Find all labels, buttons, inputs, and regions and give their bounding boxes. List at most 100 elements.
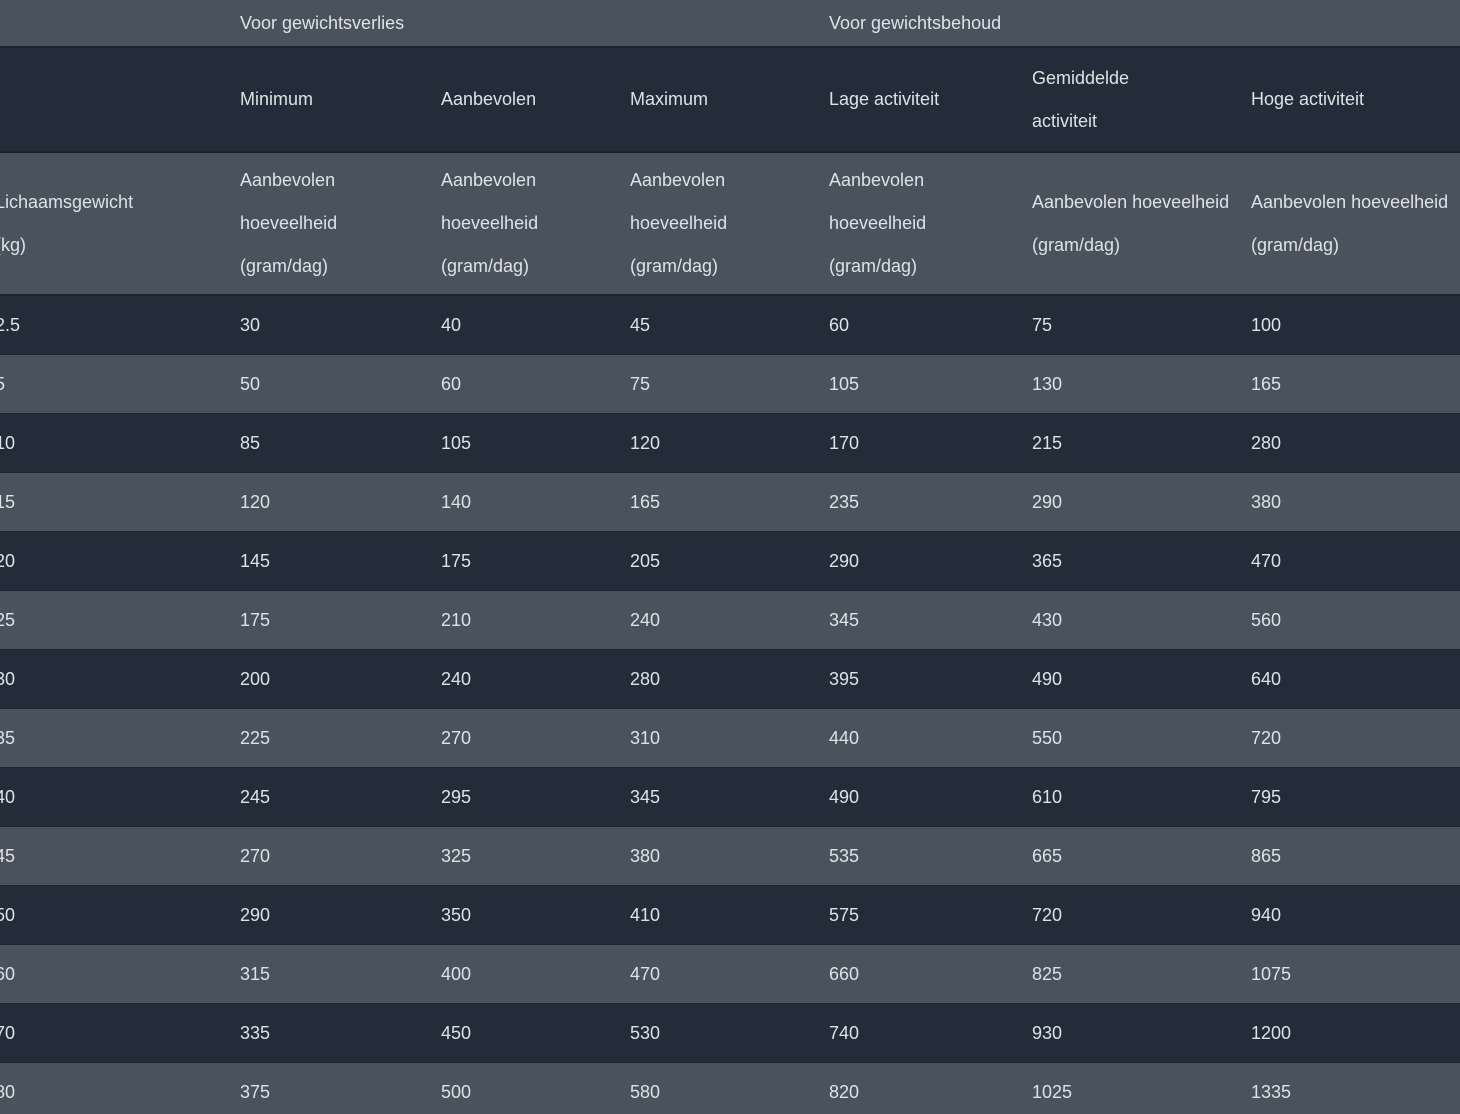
row-weight: 5 [0, 354, 230, 414]
table-row: 60 315 400 470 660 825 1075 [0, 944, 1460, 1004]
subheader-row: Lichaamsgewicht (kg) Aanbevolen hoeveelh… [0, 151, 1460, 295]
amount-cell: 120 [620, 413, 819, 473]
amount-cell: 380 [1241, 472, 1460, 532]
table-row: 35 225 270 310 440 550 720 [0, 708, 1460, 768]
row-weight: 40 [0, 767, 230, 827]
amount-cell: 825 [1022, 944, 1241, 1004]
amount-cell: 205 [620, 531, 819, 591]
amount-cell: 165 [1241, 354, 1460, 414]
amount-cell: 170 [819, 413, 1022, 473]
amount-cell: 865 [1241, 826, 1460, 886]
row-weight: 35 [0, 708, 230, 768]
subheader-amount-high-activity: Aanbevolen hoeveelheid (gram/dag) [1241, 151, 1460, 295]
amount-cell: 240 [620, 590, 819, 650]
amount-cell: 470 [620, 944, 819, 1004]
amount-cell: 60 [431, 354, 620, 414]
table-row: 15 120 140 165 235 290 380 [0, 472, 1460, 532]
amount-cell: 1335 [1241, 1062, 1460, 1114]
row-weight: 70 [0, 1003, 230, 1063]
row-weight: 20 [0, 531, 230, 591]
subheader-amount-recommended: Aanbevolen hoeveelheid (gram/dag) [431, 151, 620, 295]
column-header-gemiddelde-activiteit-label: Gemiddelde activiteit [1032, 67, 1130, 131]
amount-cell: 820 [819, 1062, 1022, 1114]
amount-cell: 40 [431, 294, 620, 355]
amount-cell: 375 [230, 1062, 431, 1114]
amount-cell: 1025 [1022, 1062, 1241, 1114]
amount-cell: 560 [1241, 590, 1460, 650]
subheader-body-weight: Lichaamsgewicht (kg) [0, 151, 230, 295]
amount-cell: 500 [431, 1062, 620, 1114]
amount-cell: 290 [819, 531, 1022, 591]
group-header-empty [0, 0, 230, 47]
amount-cell: 85 [230, 413, 431, 473]
column-header-lage-activiteit: Lage activiteit [819, 46, 1022, 152]
amount-cell: 295 [431, 767, 620, 827]
table-row: 5 50 60 75 105 130 165 [0, 354, 1460, 414]
row-weight: 15 [0, 472, 230, 532]
amount-cell: 280 [620, 649, 819, 709]
amount-cell: 610 [1022, 767, 1241, 827]
amount-cell: 45 [620, 294, 819, 355]
table-row: 70 335 450 530 740 930 1200 [0, 1003, 1460, 1063]
amount-cell: 345 [819, 590, 1022, 650]
table-row: 30 200 240 280 395 490 640 [0, 649, 1460, 709]
amount-cell: 175 [230, 590, 431, 650]
amount-cell: 575 [819, 885, 1022, 945]
amount-cell: 400 [431, 944, 620, 1004]
amount-cell: 270 [431, 708, 620, 768]
amount-cell: 105 [431, 413, 620, 473]
amount-cell: 50 [230, 354, 431, 414]
amount-cell: 940 [1241, 885, 1460, 945]
amount-cell: 795 [1241, 767, 1460, 827]
row-weight: 60 [0, 944, 230, 1004]
amount-cell: 350 [431, 885, 620, 945]
amount-cell: 345 [620, 767, 819, 827]
amount-cell: 490 [819, 767, 1022, 827]
amount-cell: 930 [1022, 1003, 1241, 1063]
amount-cell: 60 [819, 294, 1022, 355]
row-weight: 50 [0, 885, 230, 945]
amount-cell: 105 [819, 354, 1022, 414]
amount-cell: 335 [230, 1003, 431, 1063]
amount-cell: 30 [230, 294, 431, 355]
row-weight: 30 [0, 649, 230, 709]
amount-cell: 240 [431, 649, 620, 709]
amount-cell: 165 [620, 472, 819, 532]
subheader-amount-low-activity: Aanbevolen hoeveelheid (gram/dag) [819, 151, 1022, 295]
column-header-empty [0, 46, 230, 152]
amount-cell: 310 [620, 708, 819, 768]
amount-cell: 550 [1022, 708, 1241, 768]
amount-cell: 740 [819, 1003, 1022, 1063]
table-row: 25 175 210 240 345 430 560 [0, 590, 1460, 650]
group-header-weight-loss: Voor gewichtsverlies [240, 13, 405, 33]
table-row: 10 85 105 120 170 215 280 [0, 413, 1460, 473]
table-row: 20 145 175 205 290 365 470 [0, 531, 1460, 591]
amount-cell: 130 [1022, 354, 1241, 414]
amount-cell: 470 [1241, 531, 1460, 591]
amount-cell: 290 [230, 885, 431, 945]
amount-cell: 530 [620, 1003, 819, 1063]
amount-cell: 660 [819, 944, 1022, 1004]
amount-cell: 175 [431, 531, 620, 591]
column-header-aanbevolen: Aanbevolen [431, 46, 620, 152]
table-row: 2.5 30 40 45 60 75 100 [0, 294, 1460, 355]
amount-cell: 1200 [1241, 1003, 1460, 1063]
amount-cell: 315 [230, 944, 431, 1004]
column-header-minimum: Minimum [230, 46, 431, 152]
amount-cell: 720 [1022, 885, 1241, 945]
amount-cell: 210 [431, 590, 620, 650]
row-weight: 25 [0, 590, 230, 650]
amount-cell: 270 [230, 826, 431, 886]
group-header-weight-maintenance: Voor gewichtsbehoud [829, 13, 1002, 33]
row-weight: 45 [0, 826, 230, 886]
amount-cell: 365 [1022, 531, 1241, 591]
row-weight: 10 [0, 413, 230, 473]
amount-cell: 100 [1241, 294, 1460, 355]
amount-cell: 665 [1022, 826, 1241, 886]
amount-cell: 1075 [1241, 944, 1460, 1004]
row-weight: 2.5 [0, 294, 230, 355]
amount-cell: 720 [1241, 708, 1460, 768]
table-row: 40 245 295 345 490 610 795 [0, 767, 1460, 827]
amount-cell: 380 [620, 826, 819, 886]
table-row: 45 270 325 380 535 665 865 [0, 826, 1460, 886]
